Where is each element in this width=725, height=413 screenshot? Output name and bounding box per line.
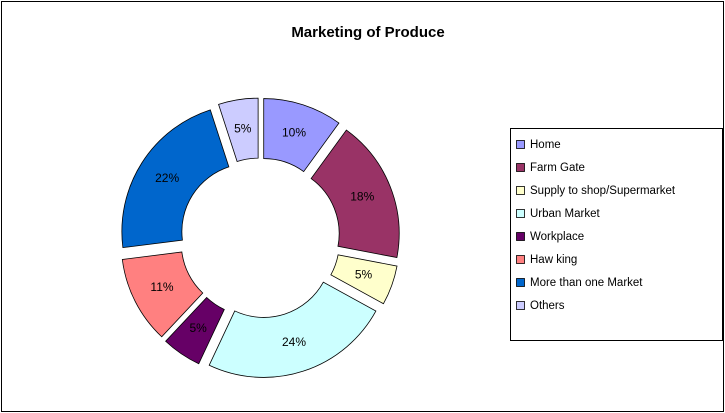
slice — [263, 98, 340, 173]
data-label: 5% — [355, 267, 373, 281]
data-label: 18% — [350, 190, 374, 204]
legend-box — [510, 128, 723, 341]
slice — [330, 254, 398, 305]
data-label: 5% — [189, 321, 207, 335]
legend-swatch — [516, 209, 525, 218]
slice — [218, 97, 259, 162]
data-label: 11% — [150, 280, 173, 294]
legend-label: Farm Gate — [530, 162, 585, 174]
data-label: 5% — [234, 122, 252, 136]
legend-swatch — [516, 140, 525, 149]
legend-swatch — [516, 186, 525, 195]
legend-label: Workplace — [530, 231, 584, 243]
legend-label: Home — [530, 139, 561, 151]
slice — [165, 296, 225, 365]
legend-swatch — [516, 301, 525, 310]
legend-label: Others — [530, 300, 565, 312]
legend-swatch — [516, 232, 525, 241]
data-label: 10% — [282, 126, 306, 140]
slice — [208, 281, 377, 378]
legend-label: Urban Market — [530, 208, 600, 220]
data-label: 22% — [155, 171, 179, 185]
slice — [121, 251, 204, 338]
legend-label: More than one Market — [530, 277, 643, 289]
legend-swatch — [516, 255, 525, 264]
data-label: 24% — [282, 335, 306, 349]
legend-swatch — [516, 163, 525, 172]
chart-title: Marketing of Produce — [291, 24, 444, 41]
slice — [310, 129, 400, 259]
slice — [121, 109, 230, 249]
legend-label: Haw king — [530, 254, 577, 266]
legend-label: Supply to shop/Supermarket — [530, 185, 676, 197]
legend-swatch — [516, 278, 525, 287]
